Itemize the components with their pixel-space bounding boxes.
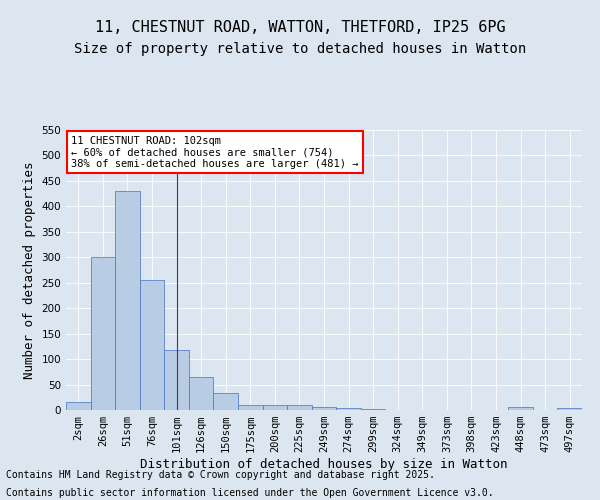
Bar bbox=[336, 408, 361, 410]
Bar bbox=[557, 408, 582, 410]
Bar bbox=[91, 258, 115, 410]
Bar bbox=[140, 280, 164, 410]
Bar bbox=[115, 191, 140, 410]
Text: Contains HM Land Registry data © Crown copyright and database right 2025.: Contains HM Land Registry data © Crown c… bbox=[6, 470, 435, 480]
Bar bbox=[508, 408, 533, 410]
Bar bbox=[66, 402, 91, 410]
Y-axis label: Number of detached properties: Number of detached properties bbox=[23, 161, 36, 379]
X-axis label: Distribution of detached houses by size in Watton: Distribution of detached houses by size … bbox=[140, 458, 508, 471]
Text: 11 CHESTNUT ROAD: 102sqm
← 60% of detached houses are smaller (754)
38% of semi-: 11 CHESTNUT ROAD: 102sqm ← 60% of detach… bbox=[71, 136, 359, 169]
Bar bbox=[189, 377, 214, 410]
Bar bbox=[312, 408, 336, 410]
Bar bbox=[238, 405, 263, 410]
Text: Size of property relative to detached houses in Watton: Size of property relative to detached ho… bbox=[74, 42, 526, 56]
Bar bbox=[263, 405, 287, 410]
Text: 11, CHESTNUT ROAD, WATTON, THETFORD, IP25 6PG: 11, CHESTNUT ROAD, WATTON, THETFORD, IP2… bbox=[95, 20, 505, 35]
Bar bbox=[214, 393, 238, 410]
Text: Contains public sector information licensed under the Open Government Licence v3: Contains public sector information licen… bbox=[6, 488, 494, 498]
Bar bbox=[287, 405, 312, 410]
Bar bbox=[164, 350, 189, 410]
